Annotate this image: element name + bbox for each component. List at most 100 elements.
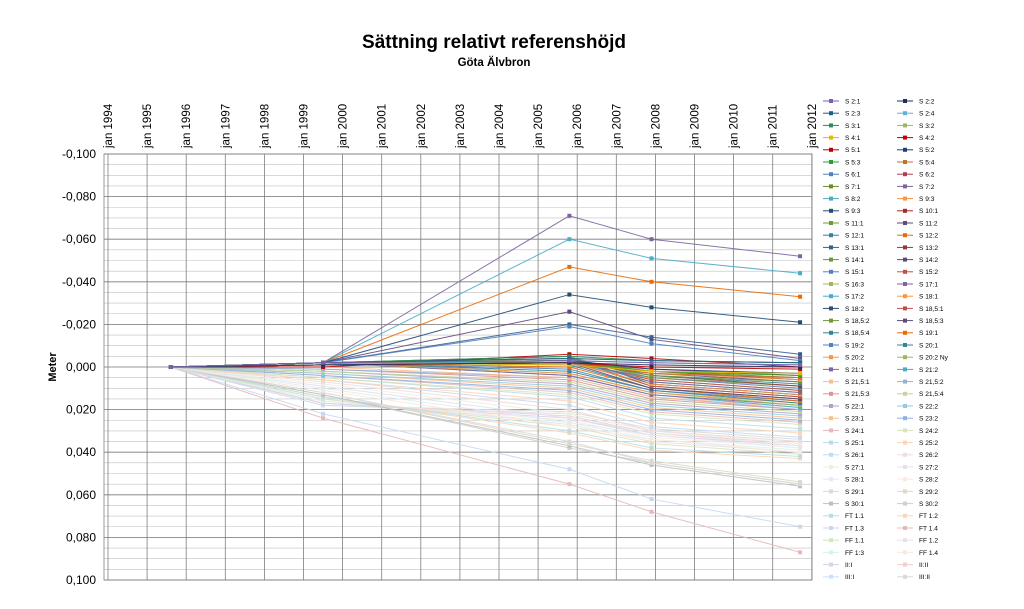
data-point xyxy=(798,390,803,395)
data-point xyxy=(567,388,572,393)
x-tick-label: jan 2003 xyxy=(455,104,467,149)
data-point xyxy=(649,396,654,401)
x-tick-label: jan 2002 xyxy=(416,104,428,149)
legend-marker xyxy=(829,208,833,213)
legend-label: FF 1.4 xyxy=(919,550,938,557)
data-point xyxy=(567,365,572,369)
x-tick-label: jan 2009 xyxy=(690,104,702,149)
x-tick-label: jan 2007 xyxy=(611,104,623,149)
legend-label: S 26:1 xyxy=(845,452,864,459)
data-point xyxy=(567,356,572,361)
legend-marker xyxy=(829,184,833,189)
data-point xyxy=(649,462,654,467)
data-point xyxy=(321,377,326,382)
chart-subtitle: Göta Älvbron xyxy=(457,57,531,69)
legend-marker xyxy=(903,501,907,506)
legend-label: S 18,5:1 xyxy=(919,306,944,313)
legend-label: S 23:1 xyxy=(845,416,864,423)
x-tick-label: jan 1994 xyxy=(103,103,115,149)
legend-label: S 21,5:2 xyxy=(919,379,944,386)
data-point xyxy=(649,382,654,387)
legend-marker xyxy=(903,440,907,445)
data-point xyxy=(567,371,572,376)
legend-label: S 24:2 xyxy=(919,428,938,435)
data-point xyxy=(798,379,803,384)
legend-marker xyxy=(903,318,907,323)
data-point xyxy=(567,360,572,365)
x-tick-label: jan 1998 xyxy=(259,104,271,149)
legend-label: S 30:1 xyxy=(845,501,864,508)
legend-marker xyxy=(829,513,833,518)
legend-label: S 26:2 xyxy=(919,452,938,459)
x-tick-label: jan 2006 xyxy=(572,104,584,149)
data-point xyxy=(567,358,572,363)
legend-marker xyxy=(903,465,907,469)
data-point xyxy=(798,375,803,380)
data-point xyxy=(649,403,654,408)
data-point xyxy=(798,439,803,444)
data-point xyxy=(649,335,654,340)
legend-label: S 13:2 xyxy=(919,245,938,252)
data-point xyxy=(798,422,803,427)
legend-label: FF 1.1 xyxy=(845,538,864,545)
legend-marker xyxy=(829,111,833,116)
data-point xyxy=(649,431,654,436)
legend-marker xyxy=(903,355,907,360)
legend-marker xyxy=(829,538,833,543)
legend-label: S 18:2 xyxy=(845,306,864,313)
grid xyxy=(103,153,813,581)
data-point xyxy=(321,360,326,365)
data-point xyxy=(798,441,803,446)
data-point xyxy=(798,480,803,485)
data-point xyxy=(798,386,803,391)
data-point xyxy=(649,341,654,346)
data-point xyxy=(649,256,654,261)
data-point xyxy=(649,411,654,416)
legend-marker xyxy=(829,147,833,152)
data-point xyxy=(321,384,326,389)
x-tick-label: jan 2008 xyxy=(650,104,662,149)
legend-label: S 5:3 xyxy=(845,159,861,166)
legend-marker xyxy=(829,233,833,238)
data-point xyxy=(321,369,326,374)
legend-label: S 22:2 xyxy=(919,403,938,410)
x-tick-label: jan 1995 xyxy=(142,104,154,149)
legend-label: S 7:1 xyxy=(845,184,861,191)
data-point xyxy=(649,497,654,502)
data-point xyxy=(567,416,572,421)
legend-label: S 27:1 xyxy=(845,464,864,471)
legend-label: S 5:2 xyxy=(919,147,935,154)
legend-label: S 4:2 xyxy=(919,135,935,142)
legend-marker xyxy=(829,562,833,567)
x-tick-label: jan 2005 xyxy=(533,104,545,149)
x-tick-label: jan 2010 xyxy=(729,104,741,149)
data-point xyxy=(798,456,803,461)
data-point xyxy=(649,371,654,376)
data-point xyxy=(567,309,572,314)
legend-label: S 12:2 xyxy=(919,233,938,240)
data-point xyxy=(567,382,572,387)
legend-marker xyxy=(903,123,907,128)
data-point xyxy=(798,377,803,382)
legend: S 2:1 S 2:2 S 2:3 S 2:4 S 3:1 S 3:2 S 4:1 S 4:2… xyxy=(823,98,949,581)
y-tick-label: -0,100 xyxy=(62,147,96,161)
legend-marker xyxy=(829,306,833,311)
data-point xyxy=(567,369,572,374)
data-point xyxy=(567,354,572,359)
legend-marker xyxy=(903,477,907,482)
data-point xyxy=(798,454,803,459)
data-point xyxy=(798,437,803,442)
legend-marker xyxy=(903,513,907,518)
legend-marker xyxy=(829,367,833,372)
legend-marker xyxy=(829,526,833,530)
data-point xyxy=(567,441,572,446)
data-point xyxy=(798,416,803,421)
legend-label: S 21:1 xyxy=(845,367,864,374)
legend-marker xyxy=(829,452,833,457)
data-point xyxy=(567,392,572,397)
data-point xyxy=(649,362,654,367)
data-point xyxy=(649,237,654,242)
data-point xyxy=(649,416,654,421)
legend-marker xyxy=(903,147,907,152)
legend-label: S 28:1 xyxy=(845,477,864,484)
